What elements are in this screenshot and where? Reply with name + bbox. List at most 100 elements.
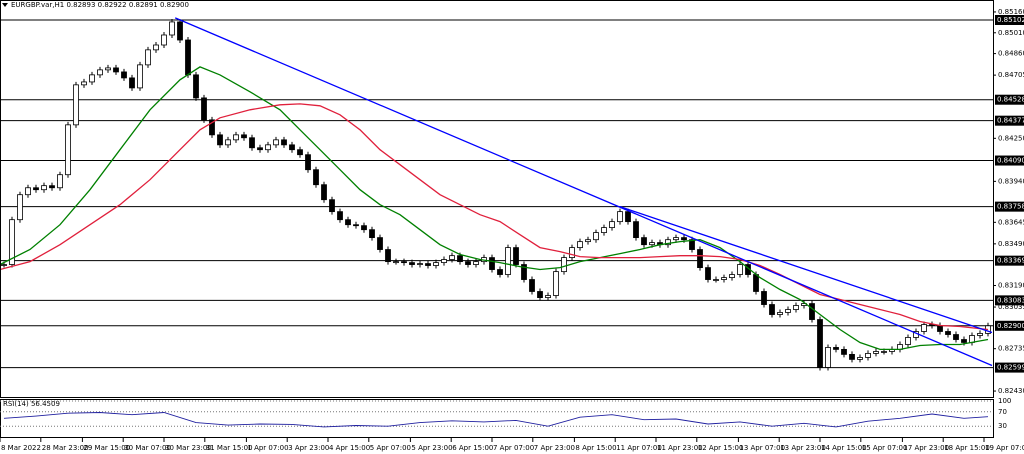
candle: [841, 348, 847, 355]
candle: [393, 261, 399, 264]
candle: [137, 64, 143, 89]
candle: [457, 255, 463, 263]
rsi-tick-label: 70: [998, 408, 1007, 416]
candle: [201, 97, 207, 121]
candle: [865, 353, 871, 358]
x-tick-label: 4 Apr 15:00: [329, 444, 370, 452]
candle: [609, 221, 615, 229]
main-frame: [0, 0, 994, 398]
x-tick-label: 11 Apr 07:00: [616, 444, 662, 452]
candle: [33, 187, 39, 191]
rsi-label: RSI(14) 56.4509: [3, 400, 60, 408]
y-tick-label: 0.82430: [998, 387, 1024, 395]
candle: [849, 353, 855, 360]
x-tick-label: 15 Apr 07:00: [862, 444, 908, 452]
level-label-box: [995, 155, 1024, 166]
candle: [721, 277, 727, 280]
candle: [105, 67, 111, 71]
candle: [345, 219, 351, 226]
candle: [625, 211, 631, 223]
candle: [97, 69, 103, 76]
candle: [433, 262, 439, 266]
candle: [793, 305, 799, 310]
candle: [577, 241, 583, 249]
candle: [705, 267, 711, 280]
y-tick-label: 0.83645: [998, 218, 1024, 226]
candle: [729, 274, 735, 279]
level-label-box: [995, 320, 1024, 331]
level-label-box: [995, 201, 1024, 212]
candle: [673, 237, 679, 241]
candle: [689, 239, 695, 250]
candle: [785, 309, 791, 313]
x-tick-label: 3 Apr 23:00: [288, 444, 329, 452]
candle: [337, 211, 343, 221]
candle: [193, 74, 199, 99]
candle: [161, 34, 167, 46]
candle: [321, 184, 327, 201]
x-tick-label: 17 Apr 23:00: [903, 444, 949, 452]
overlay-line: [619, 205, 993, 334]
rsi-line: [3, 412, 989, 428]
x-tick-label: 1 Apr 07:00: [247, 444, 288, 452]
candle: [761, 291, 767, 305]
candle: [65, 124, 71, 176]
candle: [753, 274, 759, 292]
x-tick-label: 6 Apr 15:00: [452, 444, 493, 452]
x-tick-label: 30 Mar 23:00: [165, 444, 212, 452]
candle: [273, 139, 279, 146]
candle: [665, 239, 671, 246]
x-tick-label: 14 Apr 15:00: [821, 444, 867, 452]
candle: [905, 337, 911, 345]
x-tick-label: 8 Apr 15:00: [575, 444, 616, 452]
y-tick-label: 0.84705: [998, 71, 1024, 79]
candle: [369, 229, 375, 239]
candle: [73, 84, 79, 126]
overlay-line: [0, 66, 989, 351]
candle: [113, 67, 119, 73]
candle: [1, 264, 7, 266]
candle: [585, 239, 591, 243]
candle: [681, 237, 687, 241]
x-tick-label: 30 Mar 07:00: [124, 444, 171, 452]
level-label-box: [995, 14, 1024, 25]
candle: [265, 144, 271, 151]
x-tick-label: 31 Mar 15:00: [206, 444, 253, 452]
candle: [417, 263, 423, 265]
candle: [401, 261, 407, 264]
level-label-box: [995, 295, 1024, 306]
candle: [497, 269, 503, 275]
candle: [825, 347, 831, 368]
candle: [425, 263, 431, 266]
x-tick-label: 7 Apr 23:00: [534, 444, 575, 452]
candle: [169, 21, 175, 36]
candle: [409, 262, 415, 265]
candle: [249, 137, 255, 149]
candle: [385, 249, 391, 263]
candle: [545, 295, 551, 298]
candle: [441, 259, 447, 264]
candle: [857, 357, 863, 360]
candle: [233, 134, 239, 141]
candle: [617, 211, 623, 223]
candle: [505, 247, 511, 275]
rsi-frame: [0, 399, 994, 438]
candle: [633, 221, 639, 239]
rsi-tick-label: 30: [998, 422, 1007, 430]
candle: [513, 247, 519, 265]
candle: [561, 257, 567, 273]
level-label: 0.85102: [997, 16, 1024, 24]
candle: [177, 21, 183, 41]
candle: [817, 319, 823, 368]
candle: [529, 279, 535, 292]
candle: [129, 77, 135, 89]
candle: [945, 331, 951, 335]
candle: [809, 303, 815, 320]
